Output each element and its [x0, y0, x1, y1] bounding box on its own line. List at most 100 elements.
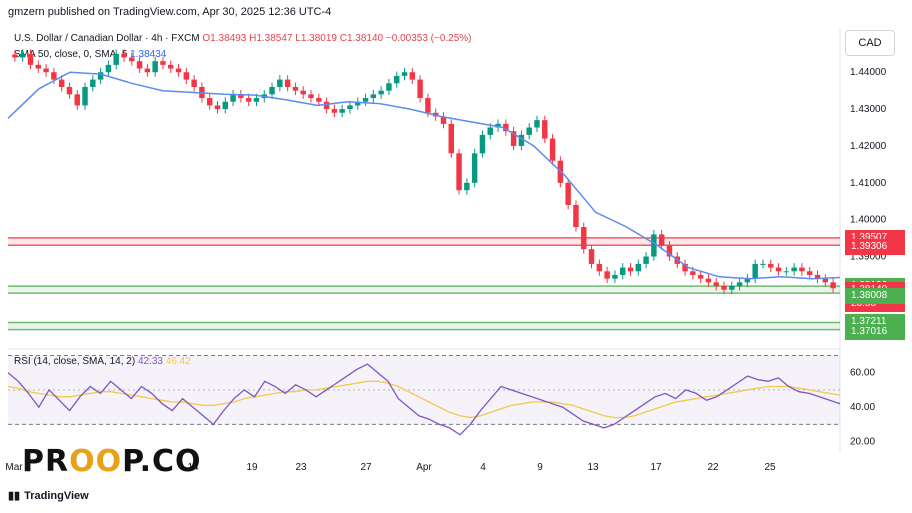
candle-body — [97, 72, 104, 80]
rsi-sma-value: 46.42 — [165, 356, 191, 367]
x-tick-label: Mar — [5, 462, 23, 473]
candle-body — [736, 282, 743, 287]
x-tick-label: 9 — [537, 462, 543, 473]
candle-body — [510, 131, 517, 146]
candle-body — [129, 57, 135, 62]
candle-body — [448, 123, 455, 154]
candle-body — [230, 94, 236, 102]
tradingview-logo-icon: ▮▮ — [8, 490, 21, 502]
candle-body — [152, 61, 158, 73]
candle-body — [651, 234, 657, 257]
candle-body — [222, 101, 229, 110]
candle-body — [19, 53, 26, 58]
candle-body — [768, 263, 774, 268]
candle-body — [612, 274, 618, 279]
candle-body — [666, 245, 673, 257]
candle-body — [479, 134, 486, 154]
rsi-tick-label: 20.00 — [850, 437, 875, 448]
candle-body — [316, 98, 322, 102]
candle-body — [82, 86, 88, 106]
candle-body — [822, 278, 829, 283]
y-tick-label: 1.44000 — [850, 67, 887, 78]
candle-body — [300, 90, 306, 95]
x-tick-label: 22 — [707, 462, 719, 473]
candle-body — [627, 267, 634, 272]
candle-body — [175, 68, 182, 73]
candle-body — [331, 109, 338, 113]
symbol-name: U.S. Dollar / Canadian Dollar · 4h · FXC… — [14, 33, 200, 44]
watermark-logo: PROOP.CO — [22, 444, 202, 479]
x-tick-label: 13 — [587, 462, 599, 473]
support-zone — [8, 286, 840, 294]
currency-button[interactable]: CAD — [845, 30, 895, 56]
candle-body — [144, 68, 151, 73]
candle-body — [121, 53, 127, 58]
candle-body — [565, 182, 571, 205]
rsi-line — [7, 363, 841, 436]
candle-body — [183, 72, 190, 80]
candle-body — [74, 94, 80, 106]
candle-body — [168, 64, 174, 69]
candle-body — [783, 271, 790, 273]
candle-body — [581, 227, 587, 250]
candle-body — [308, 94, 314, 99]
candle-body — [245, 98, 252, 102]
x-tick-label: 23 — [295, 462, 307, 473]
candle-body — [729, 286, 735, 290]
watermark-left: PR — [22, 444, 70, 479]
rsi-legend: RSI (14, close, SMA, 14, 2) 42.33 46.42 — [14, 356, 191, 367]
rsi-tick-label: 40.00 — [850, 402, 875, 413]
support-zone-lower — [8, 322, 840, 330]
candle-body — [549, 138, 556, 161]
y-tick-label: 1.39000 — [850, 252, 887, 263]
candle-body — [362, 98, 369, 102]
candle-body — [417, 79, 423, 99]
candle-body — [588, 249, 595, 264]
candle-body — [370, 94, 377, 99]
candle-body — [775, 267, 782, 272]
rsi-label: RSI (14, close, SMA, 14, 2) — [14, 356, 136, 367]
candle-body — [643, 256, 649, 264]
candle-body — [253, 98, 260, 102]
candle-body — [90, 79, 96, 87]
candle-body — [440, 116, 447, 124]
candle-body — [43, 68, 49, 73]
footer-brand: TradingView — [24, 490, 89, 502]
candle-body — [105, 64, 112, 73]
sma-legend: SMA 50, close, 0, SMA, 5 1.38434 — [14, 49, 166, 60]
candle-body — [526, 127, 532, 135]
candle-body — [518, 134, 525, 146]
candle-body — [58, 79, 65, 87]
ohlc-values: O1.38493 H1.38547 L1.38019 C1.38140 −0.0… — [202, 33, 472, 44]
candle-body — [534, 120, 540, 128]
candle-body — [355, 101, 361, 106]
candle-body — [690, 271, 696, 275]
published-caption: gmzern published on TradingView.com, Apr… — [8, 6, 332, 18]
candle-body — [487, 127, 493, 135]
candle-body — [12, 54, 18, 58]
candle-body — [814, 274, 821, 279]
candle-body — [830, 282, 836, 289]
x-tick-label: 17 — [650, 462, 662, 473]
candle-body — [27, 53, 34, 65]
sma-value: 1.38434 — [130, 49, 167, 60]
symbol-legend: U.S. Dollar / Canadian Dollar · 4h · FXC… — [14, 33, 472, 44]
candle-body — [51, 72, 57, 80]
candle-body — [323, 101, 330, 110]
candle-body — [573, 204, 579, 228]
candle-body — [284, 79, 291, 87]
candle-body — [760, 263, 766, 265]
candle-body — [744, 278, 751, 283]
y-tick-label: 1.41000 — [850, 178, 887, 189]
candle-body — [393, 75, 400, 84]
price-label: 1.37016 — [845, 323, 905, 340]
y-tick-label: 1.40000 — [850, 215, 887, 226]
candle-body — [214, 105, 221, 110]
price-label: 1.38008 — [845, 288, 905, 305]
x-tick-label: 4 — [480, 462, 486, 473]
footer: ▮▮ TradingView — [8, 489, 89, 502]
candle-body — [191, 79, 197, 87]
resistance-zone — [8, 237, 840, 246]
candle-body — [347, 105, 353, 110]
